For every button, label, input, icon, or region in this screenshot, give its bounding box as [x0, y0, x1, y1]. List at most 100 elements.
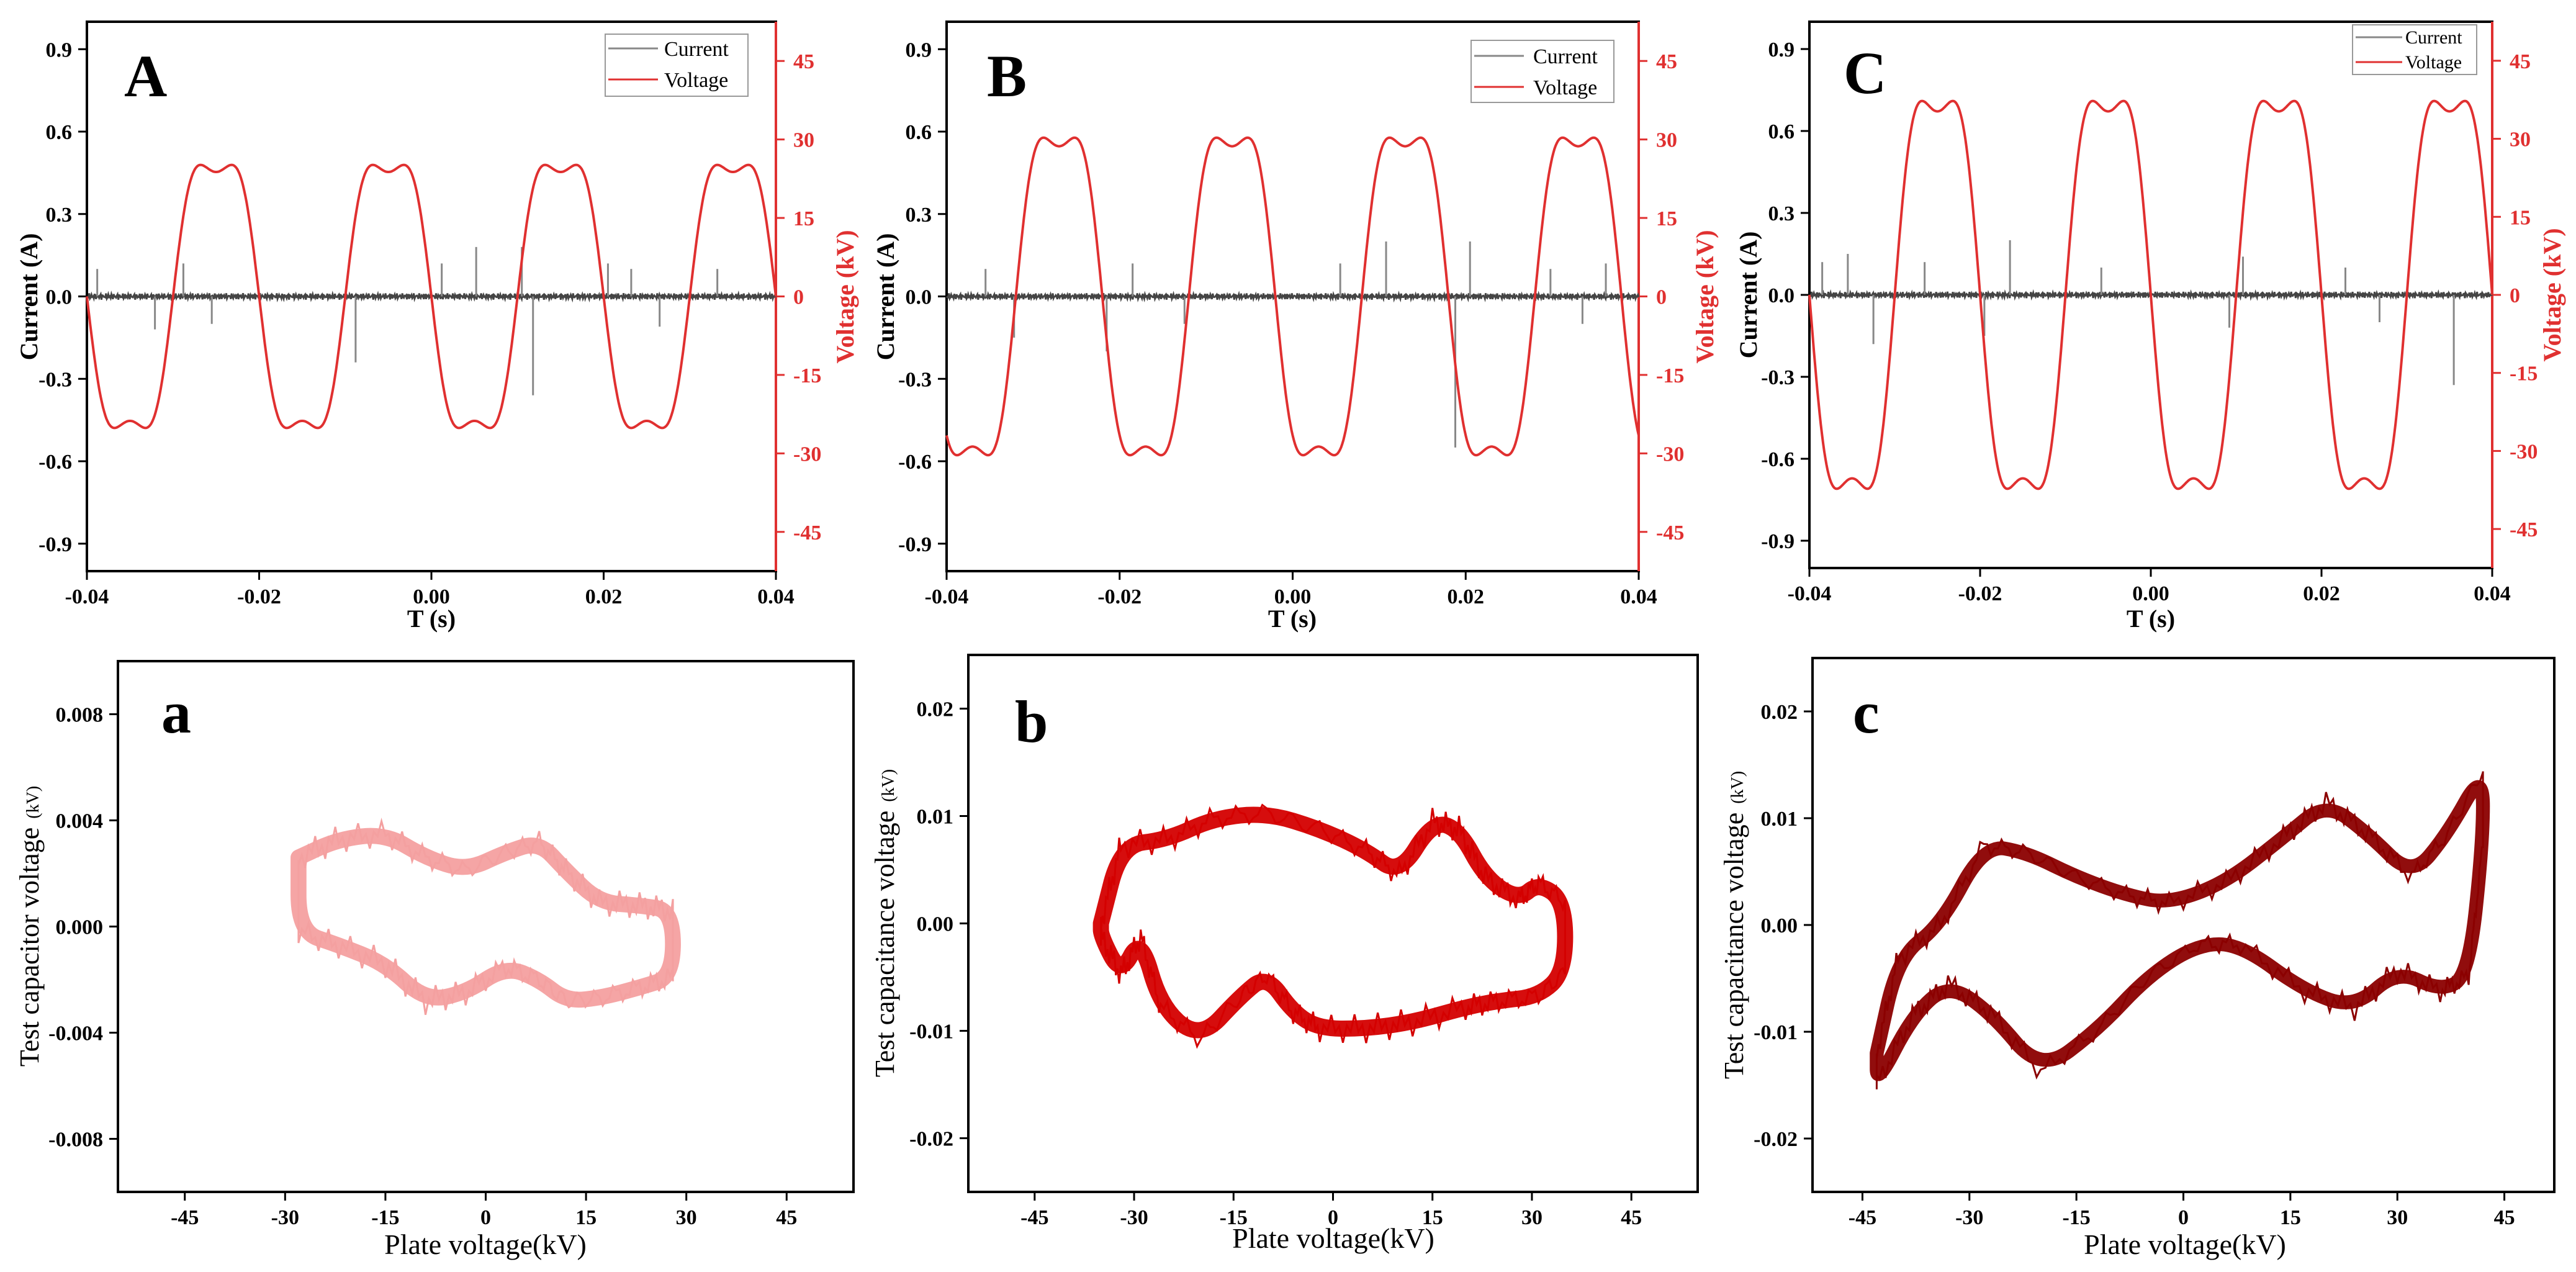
legend: Current Voltage — [1470, 40, 1615, 103]
y-ticks: -0.9 -0.6 -0.3 0.0 0.3 0.6 0.9 — [1761, 38, 1809, 553]
x-tick-label: 15 — [1422, 1206, 1443, 1229]
y-tick-label: -0.9 — [898, 533, 932, 556]
x-tick-label: 45 — [776, 1206, 797, 1229]
y-tick-label: 0.00 — [917, 913, 954, 936]
legend-voltage: Voltage — [1533, 76, 1597, 99]
y2-tick-label: -45 — [2510, 518, 2538, 541]
x-tick-label: 0 — [2178, 1206, 2189, 1229]
y-axis-title: Test capacitor voltage (kV) — [14, 786, 45, 1067]
y2-tick-label: 30 — [2510, 129, 2531, 151]
y-tick-label: 0.01 — [917, 806, 954, 829]
x-tick-label: 0 — [480, 1206, 491, 1229]
y2-tick-label: 45 — [793, 50, 814, 73]
y2-tick-label: 15 — [1656, 207, 1677, 230]
x-axis-title: T (s) — [407, 605, 456, 633]
y2-tick-label: -45 — [1656, 521, 1684, 544]
current-trace — [945, 291, 1640, 303]
y-axis-title-unit: (kV) — [879, 769, 898, 802]
x-ticks: -0.04 -0.02 0.00 0.02 0.04 — [1788, 568, 2511, 605]
legend-box — [1470, 40, 1615, 103]
y2-axis-title: Voltage (kV) — [831, 230, 859, 363]
y-tick-label: -0.6 — [38, 451, 72, 474]
y2-ticks: -45 -30 -15 0 15 30 45 — [2491, 22, 2538, 568]
hysteresis-loop — [1870, 771, 2490, 1089]
y-tick-label: -0.01 — [1754, 1021, 1798, 1044]
x-tick-label: -0.04 — [925, 585, 969, 608]
y2-axis-title: Voltage (kV) — [2538, 228, 2566, 361]
y2-tick-label: 0 — [1656, 286, 1667, 309]
loop-band — [290, 828, 681, 1008]
x-tick-label: 0 — [1328, 1206, 1338, 1229]
y2-tick-label: -15 — [793, 364, 821, 387]
y-tick-label: 0.000 — [56, 916, 104, 939]
loop-noise — [297, 818, 674, 1015]
x-tick-label: 15 — [2280, 1206, 2301, 1229]
panel-label: c — [1853, 679, 1880, 746]
y-tick-label: 0.008 — [56, 704, 104, 727]
y2-tick-label: -15 — [2510, 363, 2538, 386]
loop-band — [1870, 780, 2490, 1081]
x-axis-title: T (s) — [2127, 605, 2175, 633]
y-ticks: -0.02 -0.01 0.00 0.01 0.02 — [1754, 701, 1813, 1151]
y-tick-label: 0.0 — [46, 286, 73, 309]
y2-tick-label: 45 — [2510, 50, 2531, 73]
x-tick-label: -15 — [371, 1206, 399, 1229]
y-axis-title-text: Test capacitance voltage — [1719, 813, 1749, 1079]
y-tick-label: 0.3 — [1768, 202, 1795, 225]
y-ticks: -0.9 -0.6 -0.3 0.0 0.3 0.6 0.9 — [898, 38, 947, 556]
x-tick-label: 0.02 — [585, 585, 623, 608]
legend: Current Voltage — [605, 34, 749, 97]
x-tick-label: -0.02 — [1958, 582, 2002, 605]
x-tick-label: 0.00 — [413, 585, 450, 608]
y-axis-title: Current (A) — [15, 233, 43, 361]
y-tick-label: 0.3 — [906, 204, 932, 227]
panel-label: a — [161, 679, 191, 746]
x-tick-label: -0.04 — [65, 585, 109, 608]
legend-current: Current — [2405, 27, 2462, 48]
hysteresis-loop — [1092, 803, 1574, 1049]
y-tick-label: -0.9 — [38, 533, 72, 556]
voltage-trace — [945, 136, 1640, 457]
voltage-trace — [1808, 99, 2493, 490]
plot-frame — [117, 660, 855, 1193]
y2-ticks: -45 -30 -15 0 15 30 45 — [1637, 22, 1684, 571]
y-tick-label: -0.01 — [909, 1021, 953, 1044]
y-tick-label: 0.9 — [906, 38, 932, 61]
y-tick-label: 0.00 — [1761, 914, 1798, 937]
x-tick-label: 30 — [2387, 1206, 2408, 1229]
y-axis-title: Test capacitance voltage (kV) — [1719, 771, 1749, 1079]
y2-axis-title: Voltage (kV) — [1691, 230, 1719, 363]
x-tick-label: -45 — [171, 1206, 199, 1229]
x-tick-label: 15 — [575, 1206, 597, 1229]
x-tick-label: 0.00 — [2132, 582, 2169, 605]
x-ticks: -0.04 -0.02 0.00 0.02 0.04 — [65, 571, 795, 608]
legend-current: Current — [1533, 45, 1598, 68]
y-tick-label: -0.004 — [48, 1022, 103, 1045]
x-tick-label: 0.02 — [1448, 585, 1485, 608]
y-tick-label: 0.9 — [46, 38, 73, 61]
x-axis-title: Plate voltage(kV) — [1232, 1222, 1434, 1254]
y-axis-title-text: Test capacitor voltage — [14, 828, 45, 1067]
y2-tick-label: -30 — [1656, 443, 1684, 466]
y-axis-title: Current (A) — [1734, 232, 1762, 359]
x-tick-label: -45 — [1020, 1206, 1048, 1229]
legend-voltage: Voltage — [2405, 52, 2462, 73]
y-tick-label: 0.6 — [1768, 120, 1795, 143]
x-ticks: -45 -30 -15 0 15 30 45 — [171, 1192, 797, 1229]
y2-tick-label: 30 — [793, 129, 814, 152]
traces — [1808, 99, 2493, 490]
y-tick-label: 0.004 — [56, 810, 104, 833]
x-tick-label: 0.04 — [1620, 585, 1657, 608]
plot-frame — [1811, 657, 2556, 1193]
plot-frame — [967, 654, 1699, 1193]
panel-A: -0.04 -0.02 0.00 0.02 0.04 -0.9 -0.6 -0.3 0.0 0.… — [15, 20, 859, 633]
x-tick-label: -15 — [1220, 1206, 1248, 1229]
x-tick-label: 0.04 — [2474, 582, 2511, 605]
panel-c: -45 -30 -15 0 15 30 45 -0.02-0.010.000.010.02 … — [1719, 657, 2556, 1260]
y-axis-title-text: Test capacitance voltage — [870, 811, 900, 1077]
y-tick-label: 0.02 — [917, 698, 954, 721]
x-tick-label: 0.02 — [2303, 582, 2340, 605]
y-tick-label: 0.6 — [46, 121, 73, 144]
y-tick-label: -0.02 — [909, 1128, 953, 1151]
x-tick-label: 0.00 — [1274, 585, 1312, 608]
